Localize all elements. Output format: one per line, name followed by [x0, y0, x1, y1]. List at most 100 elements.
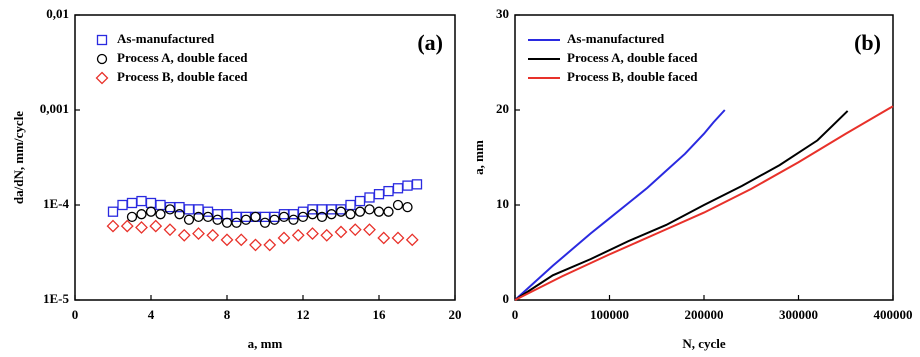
data-point — [354, 195, 366, 207]
data-point — [221, 217, 233, 228]
data-point — [240, 214, 252, 225]
data-point — [155, 209, 166, 220]
x-tick-label: 20 — [449, 307, 462, 322]
data-point — [206, 228, 220, 242]
data-point — [145, 197, 157, 209]
data-point — [117, 199, 128, 211]
data-point — [383, 185, 394, 197]
data-line — [514, 105, 894, 301]
data-point — [405, 233, 419, 247]
data-point — [183, 204, 195, 215]
annotation: (a) — [417, 30, 443, 55]
data-point — [377, 231, 391, 245]
x-axis-label: a, mm — [248, 336, 283, 351]
data-point — [348, 223, 362, 237]
data-point — [234, 233, 248, 247]
data-point — [212, 214, 223, 225]
y-tick-label: 0,001 — [40, 101, 69, 116]
y-tick-label: 1E-4 — [43, 196, 70, 211]
data-point — [249, 238, 262, 252]
legend-label: Process A, double faced — [117, 50, 248, 65]
data-point — [192, 227, 205, 241]
data-point — [126, 197, 138, 209]
data-point — [373, 206, 385, 217]
x-tick-label: 400000 — [874, 307, 913, 322]
data-point — [392, 199, 404, 211]
data-point — [345, 199, 356, 211]
data-point — [120, 219, 134, 233]
data-point — [391, 231, 405, 245]
data-point — [202, 211, 214, 223]
data-point — [202, 206, 214, 217]
x-tick-label: 0 — [512, 307, 519, 322]
data-point — [174, 209, 185, 220]
data-point — [411, 179, 423, 190]
data-point — [402, 180, 413, 191]
y-tick-label: 0 — [503, 291, 510, 306]
data-point — [291, 228, 305, 242]
data-point — [364, 192, 375, 203]
data-point — [263, 238, 277, 252]
data-point — [364, 204, 375, 215]
y-tick-label: 30 — [496, 6, 509, 21]
x-tick-label: 16 — [373, 307, 387, 322]
legend-marker — [96, 34, 108, 46]
data-point — [231, 217, 242, 228]
data-point — [269, 214, 280, 225]
data-point — [297, 211, 309, 223]
data-point — [107, 206, 119, 217]
x-tick-label: 300000 — [779, 307, 818, 322]
y-tick-label: 1E-5 — [43, 291, 70, 306]
data-point — [383, 206, 394, 217]
x-tick-label: 100000 — [590, 307, 629, 322]
data-point — [306, 227, 319, 241]
data-point — [278, 211, 290, 223]
legend-marker — [95, 71, 109, 85]
y-tick-label: 0,01 — [46, 6, 69, 21]
data-line — [514, 109, 726, 301]
data-point — [326, 209, 337, 220]
data-point — [345, 209, 356, 220]
data-line — [514, 110, 849, 301]
y-axis-label: a, mm — [471, 140, 486, 175]
y-tick-label: 20 — [496, 101, 509, 116]
data-point — [277, 231, 291, 245]
plot-frame — [74, 14, 456, 301]
data-point — [334, 225, 348, 239]
data-point — [163, 223, 177, 237]
data-point — [135, 221, 148, 234]
data-point — [126, 211, 138, 223]
data-point — [402, 201, 413, 213]
data-point — [363, 223, 376, 237]
data-point — [373, 189, 385, 200]
legend-marker — [96, 53, 108, 65]
data-point — [183, 214, 195, 225]
data-point — [136, 209, 147, 220]
data-point — [335, 206, 347, 217]
y-axis-label: da/dN, mm/cycle — [11, 111, 26, 204]
data-point — [288, 214, 299, 225]
x-tick-label: 200000 — [685, 307, 724, 322]
data-point — [320, 228, 334, 242]
data-point — [307, 209, 318, 220]
data-point — [155, 199, 166, 211]
y-tick-label: 10 — [496, 196, 509, 211]
x-axis-label: N, cycle — [682, 336, 726, 351]
data-point — [354, 206, 366, 217]
x-tick-label: 8 — [224, 307, 231, 322]
data-point — [221, 209, 233, 220]
data-point — [145, 206, 157, 217]
legend-label: As-manufactured — [567, 31, 665, 46]
data-point — [259, 217, 271, 228]
data-point — [220, 233, 234, 247]
legend-label: Process A, double faced — [567, 50, 698, 65]
data-point — [297, 206, 309, 217]
data-point — [106, 219, 120, 233]
data-point — [164, 204, 176, 215]
legend-label: Process B, double faced — [117, 69, 248, 84]
x-tick-label: 4 — [148, 307, 155, 322]
x-tick-label: 12 — [297, 307, 310, 322]
data-point — [250, 211, 261, 223]
legend-label: As-manufactured — [117, 31, 215, 46]
